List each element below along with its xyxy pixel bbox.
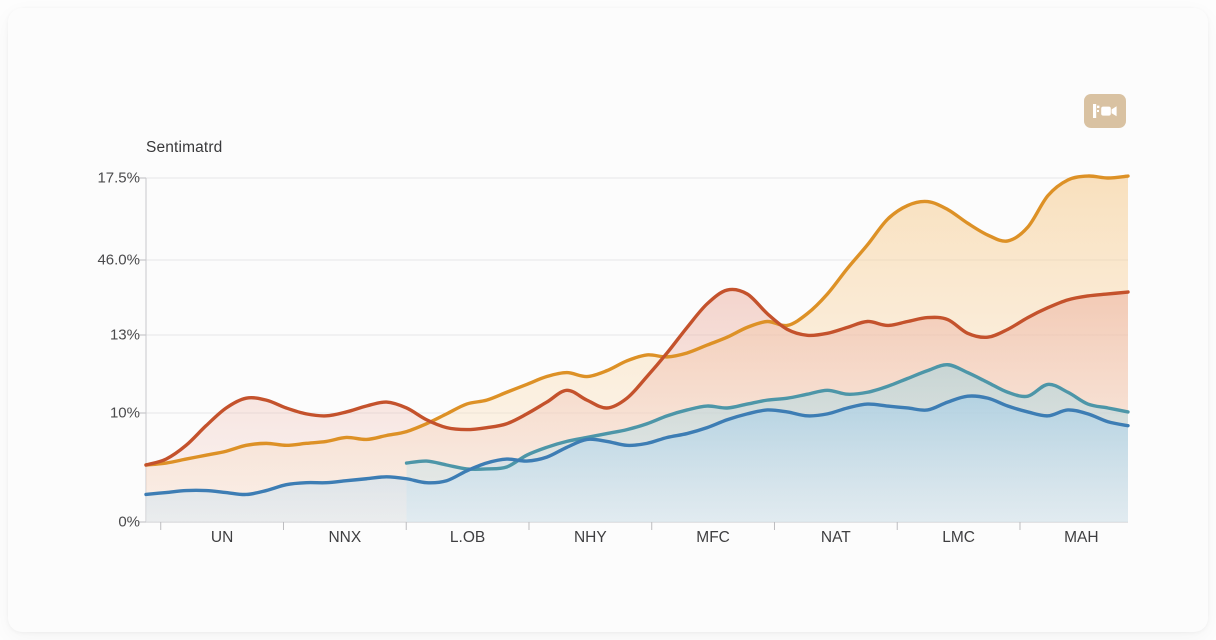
y-tick-label: 17.5% [97, 169, 140, 187]
line-series-teal[interactable] [404, 363, 1130, 472]
x-tick-label: L.OB [449, 529, 486, 546]
x-tick-label: UN [210, 529, 234, 546]
line-series-orange[interactable] [144, 174, 1130, 467]
x-tick-label: NNX [328, 529, 362, 546]
page-title: Sentimatrd [146, 139, 223, 156]
video-camera-glyph [1093, 104, 1117, 118]
y-axis: 17.5% 46.0% 13% 10% 0% [44, 8, 140, 632]
x-tick-label: NAT [820, 529, 851, 546]
x-tick-label: LMC [942, 529, 975, 546]
chart-card: Sentimatrd 17.5% 46.0% 13% 10% 0% UN NNX L… [8, 8, 1208, 632]
chart-plot[interactable] [8, 8, 1208, 632]
video-camera-icon[interactable] [1084, 94, 1126, 128]
y-tick-label: 0% [118, 513, 140, 531]
area-series-blue [146, 395, 1128, 522]
line-series-blue[interactable] [144, 394, 1130, 497]
y-tick-label: 46.0% [97, 251, 140, 269]
series-areas [146, 175, 1128, 522]
x-tick-label: MFC [696, 529, 730, 546]
line-series-red[interactable] [144, 287, 1130, 467]
y-tick-label: 13% [109, 326, 140, 344]
series-lines [144, 174, 1130, 497]
x-tick-marks [160, 522, 1021, 530]
x-tick-label: NHY [573, 529, 607, 546]
y-tick-label: 10% [109, 404, 140, 422]
x-tick-label: MAH [1064, 529, 1099, 546]
